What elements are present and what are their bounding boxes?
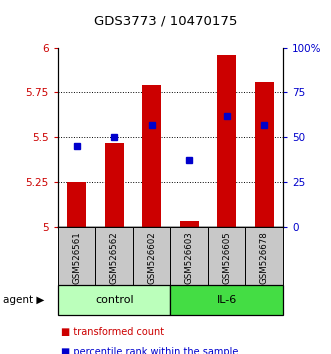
Text: GSM526562: GSM526562 bbox=[110, 231, 119, 284]
Text: GDS3773 / 10470175: GDS3773 / 10470175 bbox=[94, 14, 237, 27]
Bar bbox=[170, 285, 283, 315]
Bar bbox=[246, 227, 283, 285]
Text: IL-6: IL-6 bbox=[216, 295, 237, 305]
Text: ■ percentile rank within the sample: ■ percentile rank within the sample bbox=[61, 347, 239, 354]
Bar bbox=[95, 227, 133, 285]
Text: control: control bbox=[95, 295, 133, 305]
Bar bbox=[170, 227, 208, 285]
Bar bbox=[217, 55, 236, 227]
Text: GSM526605: GSM526605 bbox=[222, 231, 231, 284]
Bar bbox=[180, 221, 199, 227]
Text: GSM526678: GSM526678 bbox=[260, 231, 269, 284]
Bar bbox=[58, 227, 95, 285]
Text: GSM526561: GSM526561 bbox=[72, 231, 81, 284]
Text: GSM526602: GSM526602 bbox=[147, 231, 156, 284]
Bar bbox=[208, 227, 246, 285]
Bar bbox=[255, 82, 274, 227]
Text: agent ▶: agent ▶ bbox=[3, 295, 45, 305]
Bar bbox=[58, 285, 170, 315]
Bar bbox=[133, 227, 170, 285]
Bar bbox=[105, 143, 123, 227]
Text: ■ transformed count: ■ transformed count bbox=[61, 327, 165, 337]
Text: GSM526603: GSM526603 bbox=[185, 231, 194, 284]
Bar bbox=[142, 85, 161, 227]
Bar bbox=[67, 182, 86, 227]
